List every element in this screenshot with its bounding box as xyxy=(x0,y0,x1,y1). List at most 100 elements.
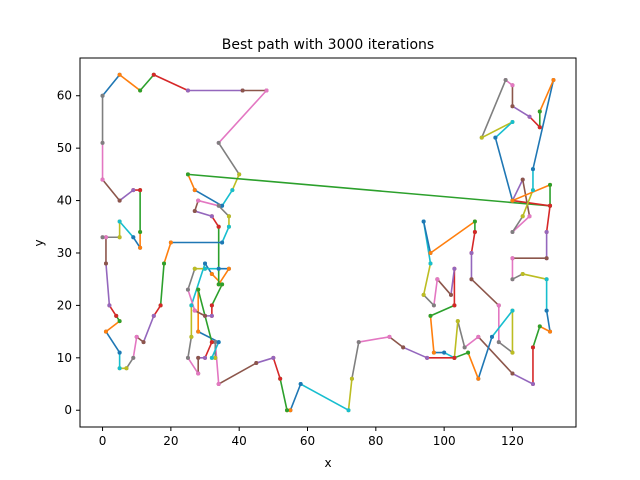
path-point xyxy=(117,235,122,240)
path-segment xyxy=(197,199,220,207)
path-point xyxy=(185,287,190,292)
x-axis-ticks: 0 20 40 60 80 100 120 xyxy=(99,427,524,448)
path-point xyxy=(496,340,501,345)
path-point xyxy=(530,382,535,387)
path-point xyxy=(431,350,436,355)
path-point xyxy=(209,313,214,318)
path-segment xyxy=(217,89,268,144)
y-tick-label: 10 xyxy=(57,351,72,365)
path-segment xyxy=(118,73,141,92)
x-tick-label: 60 xyxy=(300,434,315,448)
path-point xyxy=(537,324,542,329)
path-point xyxy=(544,277,549,282)
path-point xyxy=(435,277,440,282)
path-segment xyxy=(118,189,135,202)
path-segment xyxy=(289,383,302,412)
path-segment xyxy=(187,288,196,312)
path-point xyxy=(192,209,197,214)
x-tick-label: 80 xyxy=(368,434,383,448)
path-segment xyxy=(494,136,514,202)
path-point xyxy=(278,376,283,381)
path-segment xyxy=(453,351,469,359)
path-point xyxy=(530,345,535,350)
path-segment xyxy=(422,220,432,254)
path-point xyxy=(455,319,460,324)
path-point xyxy=(203,313,208,318)
path-point xyxy=(117,319,122,324)
path-point xyxy=(100,140,105,145)
path-point xyxy=(544,308,549,313)
x-tick-label: 20 xyxy=(163,434,178,448)
path-point xyxy=(151,72,156,77)
path-segment xyxy=(521,273,548,280)
path-point xyxy=(548,182,553,187)
path-segment xyxy=(221,225,230,244)
path-point xyxy=(544,256,549,261)
path-segment xyxy=(187,267,196,291)
path-point xyxy=(203,266,208,271)
path-point xyxy=(271,355,276,360)
path-point xyxy=(503,78,508,83)
path-segment xyxy=(497,341,514,354)
path-segment xyxy=(193,210,213,218)
path-segment xyxy=(152,73,189,92)
y-tick-label: 40 xyxy=(57,194,72,208)
path-point xyxy=(209,303,214,308)
path-segment xyxy=(494,121,514,139)
path-segment xyxy=(545,309,551,333)
path-segment xyxy=(357,336,391,343)
path-point xyxy=(189,334,194,339)
path-point xyxy=(425,355,430,360)
path-segment xyxy=(163,241,172,265)
path-point xyxy=(162,261,167,266)
y-tick-label: 30 xyxy=(57,246,72,260)
path-point xyxy=(216,140,221,145)
path-segment xyxy=(422,294,435,307)
path-point xyxy=(203,355,208,360)
path-segment xyxy=(347,377,353,412)
path-point xyxy=(196,329,201,334)
path-point xyxy=(216,266,221,271)
path-point xyxy=(192,266,197,271)
path-segment xyxy=(187,173,196,191)
path-segment xyxy=(101,73,121,97)
path-segment xyxy=(255,357,275,364)
path-segment xyxy=(139,73,155,92)
path-point xyxy=(401,345,406,350)
path-segment xyxy=(272,357,281,380)
path-point xyxy=(226,214,231,219)
path-point xyxy=(141,340,146,345)
path-point xyxy=(196,355,201,360)
path-segment xyxy=(105,330,121,354)
path-segment xyxy=(211,341,220,359)
path-point xyxy=(114,313,119,318)
path-point xyxy=(428,250,433,255)
path-segment xyxy=(545,205,551,233)
path-point xyxy=(213,340,218,345)
path-point xyxy=(131,188,136,193)
path-point xyxy=(216,382,221,387)
path-point xyxy=(510,350,515,355)
path-point xyxy=(185,355,190,360)
path-point xyxy=(530,188,535,193)
path-point xyxy=(510,119,515,124)
x-tick-label: 40 xyxy=(232,434,247,448)
path-segment xyxy=(528,115,541,128)
path-segment xyxy=(532,79,555,170)
path-segment xyxy=(217,267,230,286)
path-point xyxy=(285,408,290,413)
path-point xyxy=(530,167,535,172)
path-segment xyxy=(105,320,121,333)
path-segments xyxy=(101,73,555,412)
path-point xyxy=(117,198,122,203)
path-point xyxy=(510,230,515,235)
path-point xyxy=(510,83,515,88)
path-segment xyxy=(187,357,199,375)
path-segment xyxy=(457,320,466,349)
path-segment xyxy=(221,189,234,207)
path-point xyxy=(469,277,474,282)
path-point xyxy=(117,350,122,355)
path-segment xyxy=(429,304,456,317)
path-point xyxy=(448,292,453,297)
path-point xyxy=(356,340,361,345)
